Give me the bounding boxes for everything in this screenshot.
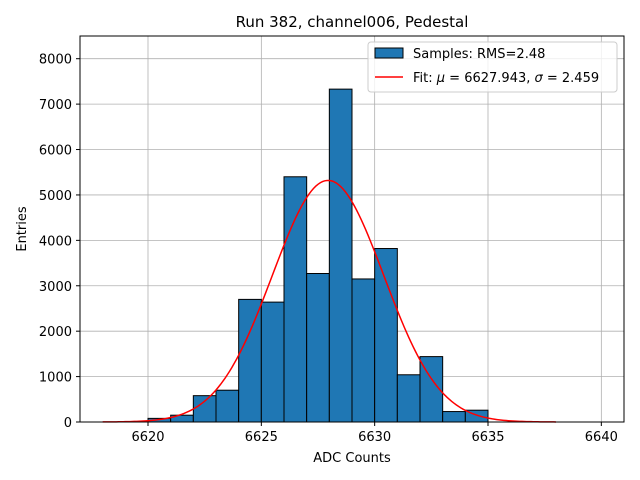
histogram-bars xyxy=(147,88,489,423)
histogram-bar xyxy=(306,273,330,423)
plot-frame xyxy=(79,35,625,423)
legend-samples-label: Samples: RMS=2.48 xyxy=(413,47,545,62)
y-axis-label: Entries xyxy=(15,206,30,252)
x-tick-label: 6635 xyxy=(471,430,504,445)
x-axis-label: ADC Counts xyxy=(313,451,391,466)
legend-box xyxy=(367,41,618,93)
legend: Samples: RMS=2.48 Fit: μ = 6627.943, σ =… xyxy=(367,41,618,93)
x-axis-ticks: 6620 6625 6630 6635 6640 xyxy=(131,422,618,445)
y-tick-label: 6000 xyxy=(39,144,72,159)
histogram-bar xyxy=(374,248,398,423)
histogram-bar xyxy=(215,389,240,423)
y-tick-label: 0 xyxy=(64,416,72,431)
y-tick-label: 2000 xyxy=(39,325,72,340)
y-tick-label: 7000 xyxy=(39,98,72,113)
histogram-bar xyxy=(442,411,466,423)
histogram-bar xyxy=(328,88,353,423)
legend-mu-value: = 6627.943, xyxy=(445,71,534,86)
y-tick-label: 1000 xyxy=(39,371,72,386)
y-tick-label: 3000 xyxy=(39,280,72,295)
legend-mu-symbol: μ xyxy=(436,71,445,86)
x-tick-label: 6630 xyxy=(358,430,391,445)
y-tick-label: 8000 xyxy=(39,53,72,68)
histogram-bar xyxy=(238,298,262,423)
x-tick-label: 6620 xyxy=(131,430,164,445)
y-axis-ticks: 0 1000 2000 3000 4000 5000 6000 7000 8000 xyxy=(39,53,80,431)
histogram-bar xyxy=(396,374,421,423)
legend-fit-label: Fit: μ = 6627.943, σ = 2.459 xyxy=(413,71,599,86)
y-tick-label: 4000 xyxy=(39,234,72,249)
histogram-bar xyxy=(351,278,376,423)
y-tick-label: 5000 xyxy=(39,189,72,204)
histogram-bar xyxy=(283,176,308,423)
chart-title: Run 382, channel006, Pedestal xyxy=(236,13,469,31)
fit-curve xyxy=(102,179,557,423)
histogram-bar xyxy=(192,395,217,423)
x-tick-label: 6625 xyxy=(245,430,278,445)
histogram-bar xyxy=(260,301,285,423)
legend-sigma-symbol: σ xyxy=(535,71,544,86)
legend-sigma-value: = 2.459 xyxy=(543,71,599,86)
legend-fit-prefix: Fit: xyxy=(413,71,437,86)
x-tick-label: 6640 xyxy=(585,430,618,445)
legend-samples-swatch xyxy=(374,47,404,59)
